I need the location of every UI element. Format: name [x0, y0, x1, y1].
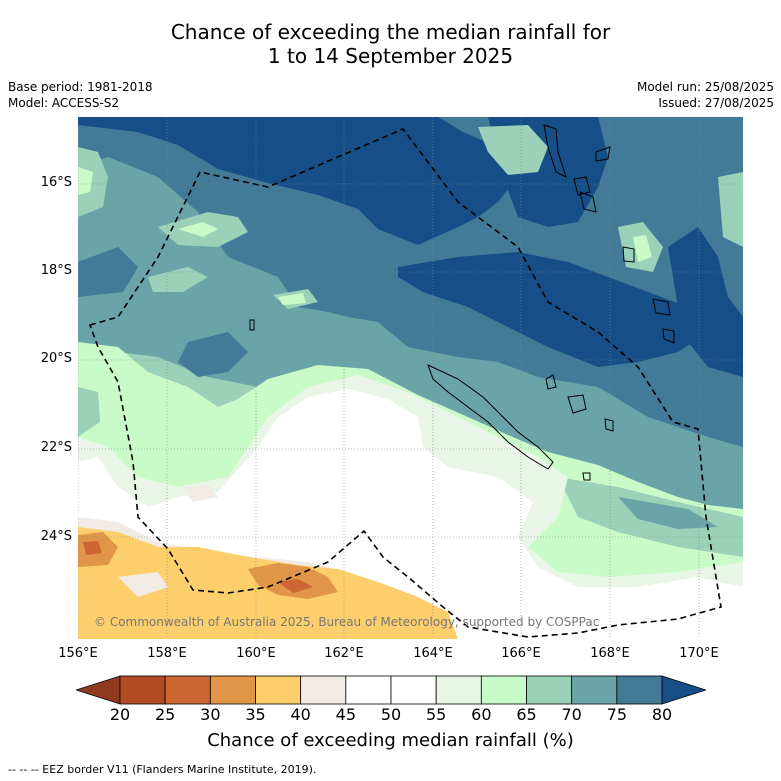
contour-65-patch	[633, 235, 652, 262]
lon-label: 160°E	[236, 646, 276, 661]
loyalty-island	[545, 374, 557, 390]
colorbar-tick-label: 55	[425, 705, 447, 724]
rainfall-map: © Commonwealth of Australia 2025, Bureau…	[78, 117, 743, 639]
contour-65-patch	[178, 222, 218, 237]
new-caledonia-island	[427, 364, 554, 470]
isle-of-pines	[582, 472, 591, 481]
map-title-line-1: Chance of exceeding the median rainfall …	[170, 20, 611, 44]
colorbar-tick-label: 30	[200, 705, 221, 724]
colorbar-high-arrow	[661, 675, 706, 705]
contour-70-patch	[148, 267, 208, 292]
solomon-island	[249, 319, 255, 331]
copyright-credit: © Commonwealth of Australia 2025, Bureau…	[94, 615, 599, 629]
contour-45-patch	[183, 485, 218, 502]
base-period-text: Base period: 1981-2018	[8, 80, 153, 94]
colorbar-tick-label: 75	[606, 705, 627, 724]
eez-border	[88, 128, 722, 638]
colorbar-segment	[300, 675, 347, 705]
colorbar-tick-label: 35	[245, 705, 266, 724]
lat-label: 20°S	[40, 351, 72, 366]
colorbar-segment	[435, 675, 482, 705]
contour-65-patch	[78, 167, 93, 195]
colorbar-tick-label: 25	[154, 705, 176, 724]
colorbar-segment	[164, 675, 211, 705]
loyalty-island	[604, 418, 614, 432]
map-gridlines	[78, 117, 743, 639]
lat-label: 18°S	[40, 263, 72, 278]
contour-80-band	[668, 227, 743, 377]
map-title-line-2: 1 to 14 September 2025	[267, 44, 514, 68]
lon-label: 170°E	[679, 646, 719, 661]
contour-30-patch	[278, 579, 313, 593]
vanuatu-island	[543, 124, 567, 178]
contour-70-patch	[78, 387, 100, 437]
vanuatu-island	[579, 191, 597, 213]
contour-75-patch	[178, 332, 248, 377]
colorbar-segment	[616, 675, 663, 705]
colorbar-segment	[480, 675, 527, 705]
contour-65-patch	[278, 293, 306, 305]
contour-70-patch	[718, 172, 743, 247]
vanuatu-island	[622, 246, 635, 263]
colorbar-tick-label: 20	[109, 705, 131, 724]
lat-label: 16°S	[40, 175, 72, 190]
contour-40-patch	[118, 572, 168, 597]
lon-label: 168°E	[590, 646, 630, 661]
vanuatu-island	[595, 146, 611, 162]
colorbar-segment	[526, 675, 573, 705]
contour-80-band	[78, 117, 518, 245]
lon-label: 164°E	[413, 646, 453, 661]
colorbar-tick-label: 50	[380, 705, 402, 724]
lon-label: 156°E	[58, 646, 98, 661]
vanuatu-island	[652, 298, 671, 316]
lon-label: 158°E	[147, 646, 187, 661]
loyalty-island	[567, 394, 587, 414]
colorbar-tick-label: 70	[561, 705, 582, 724]
model-run-text: Model run: 25/08/2025	[636, 80, 774, 94]
colorbar-tick-label: 45	[335, 705, 356, 724]
contour-30-patch	[83, 541, 102, 555]
issued-text: Issued: 27/08/2025	[658, 96, 774, 110]
colorbar-low-arrow	[76, 675, 121, 705]
colorbar-tick-label: 65	[516, 705, 537, 724]
lat-label: 24°S	[40, 529, 72, 544]
vanuatu-island	[662, 328, 675, 344]
contour-70-patch	[618, 497, 718, 529]
lat-label: 22°S	[40, 440, 72, 455]
vanuatu-island	[573, 176, 591, 196]
colorbar-segment	[571, 675, 618, 705]
lon-label: 162°E	[324, 646, 364, 661]
contour-80-band	[398, 252, 708, 367]
colorbar-title: Chance of exceeding median rainfall (%)	[207, 730, 574, 751]
contour-70-patch	[478, 125, 548, 175]
colorbar-segment	[255, 675, 302, 705]
colorbar-tick-label: 80	[651, 705, 673, 724]
colorbar-segment	[209, 675, 256, 705]
colorbar-segment	[390, 675, 437, 705]
colorbar-tick-label: 40	[290, 705, 311, 724]
model-text: Model: ACCESS-S2	[8, 96, 120, 110]
colorbar	[76, 675, 706, 705]
eez-legend-note: -- -- -- EEZ border V11 (Flanders Marine…	[8, 763, 317, 776]
colorbar-segment	[119, 675, 166, 705]
lon-label: 166°E	[501, 646, 541, 661]
contour-70-patch	[78, 147, 108, 217]
colorbar-segment	[345, 675, 392, 705]
colorbar-tick-label: 60	[471, 705, 492, 724]
